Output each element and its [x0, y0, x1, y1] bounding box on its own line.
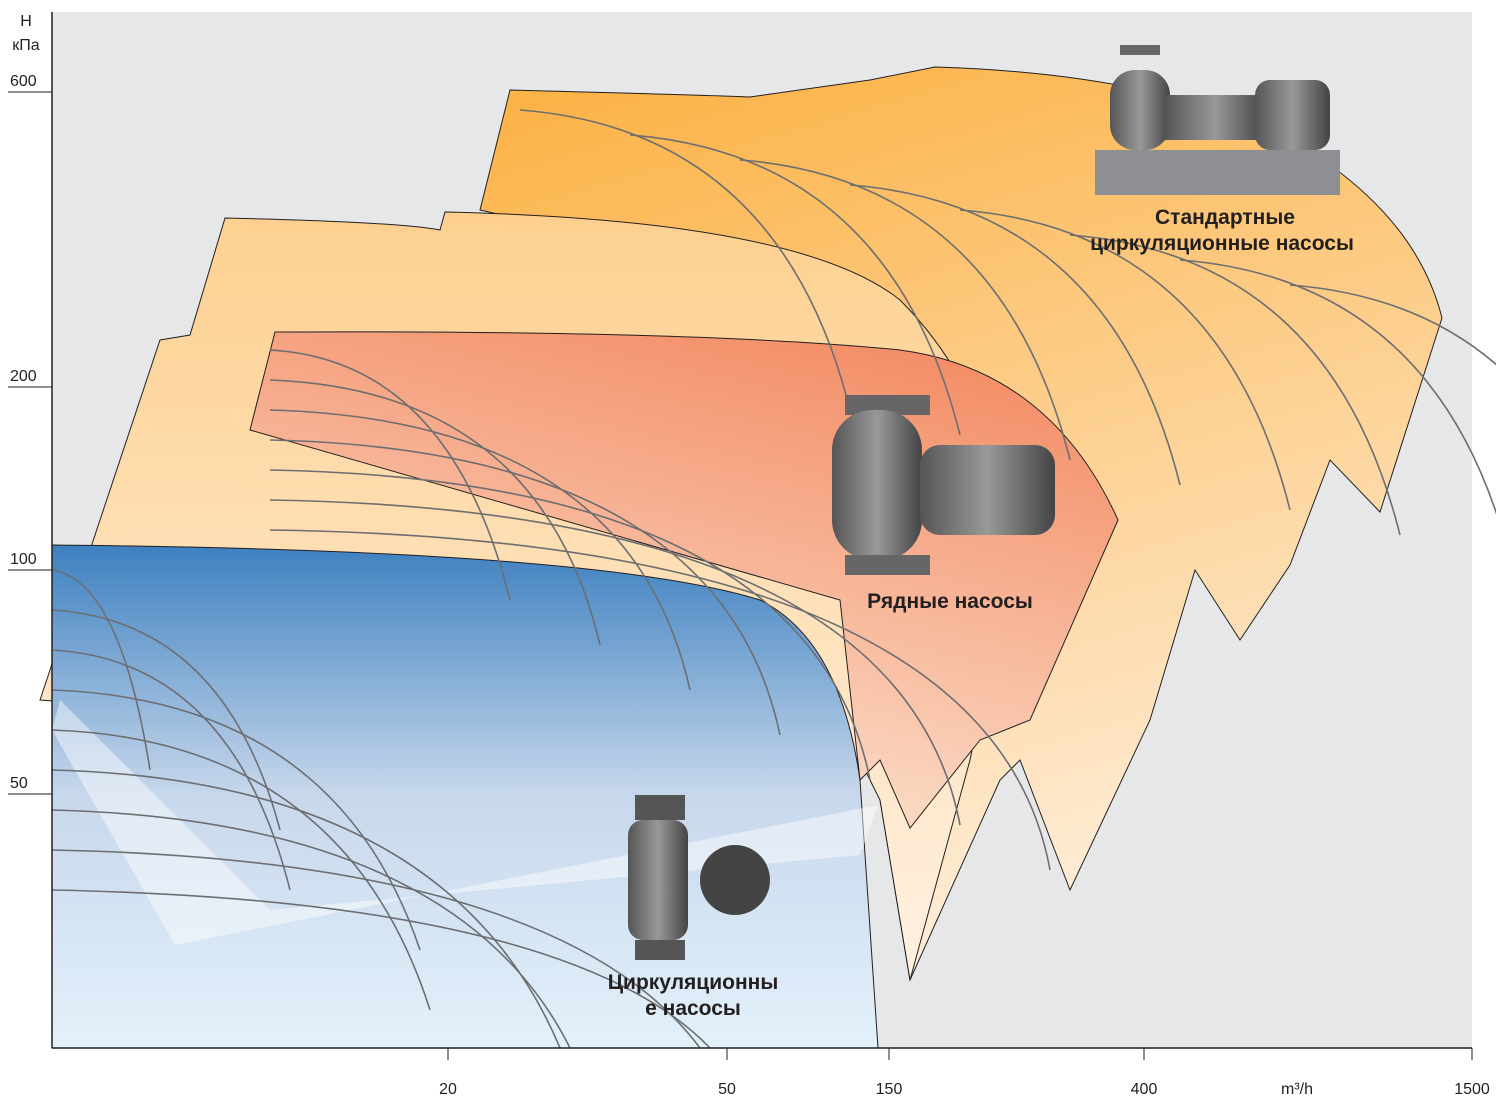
pump-curve	[51, 809, 571, 1049]
group-label: циркуляционные насосы	[1090, 232, 1354, 255]
pump-curve	[51, 889, 711, 1049]
pump-curve	[269, 439, 781, 736]
y-axis-title: H	[20, 13, 32, 30]
x-tick-label: 400	[1131, 1081, 1158, 1098]
pump-curve	[959, 209, 1291, 511]
group-label: Стандартные	[1155, 206, 1295, 229]
pump-curve	[629, 134, 961, 436]
y-tick-label: 600	[10, 73, 37, 90]
pump-curve	[51, 609, 281, 831]
pump-curve	[51, 569, 151, 771]
pump-curve	[51, 729, 431, 1011]
pump-standard	[1095, 45, 1340, 195]
x-axis-unit: m³/h	[1281, 1081, 1313, 1098]
y-tick-label: 50	[10, 775, 28, 792]
y-tick-label: 100	[10, 551, 37, 568]
pump-curve	[269, 409, 691, 691]
pump-curve	[51, 849, 701, 1049]
pump-curve	[1179, 259, 1496, 515]
pump-curve	[849, 184, 1181, 486]
y-axis-unit: кПа	[12, 37, 40, 54]
pump-curve	[1289, 284, 1496, 366]
pump-curve	[1069, 234, 1401, 536]
x-tick-label: 50	[718, 1081, 736, 1098]
group-label: Циркуляционны	[608, 971, 779, 994]
pump-curve	[269, 529, 1051, 871]
pump-curve	[519, 109, 851, 411]
pump-curve	[739, 159, 1071, 461]
pump-curve	[269, 349, 511, 601]
group-label: Рядные насосы	[867, 590, 1033, 613]
y-tick-label: 200	[10, 368, 37, 385]
pump-curve	[269, 379, 601, 646]
curves	[51, 109, 1496, 1049]
pump-curve	[269, 469, 871, 781]
pump-inline	[832, 395, 1055, 575]
x-tick-label: 150	[876, 1081, 903, 1098]
x-tick-label: 20	[439, 1081, 457, 1098]
pump-curve	[269, 499, 961, 826]
pump-curve	[51, 649, 291, 891]
group-label: е насосы	[645, 997, 741, 1020]
x-tick-label: 1500	[1454, 1081, 1490, 1098]
pump-circulation	[628, 795, 770, 960]
